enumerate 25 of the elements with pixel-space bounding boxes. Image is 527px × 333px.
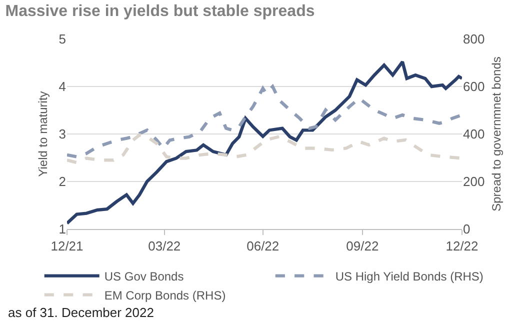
x-tick-label: 06/22 [246, 238, 280, 254]
x-tick-label: 03/22 [148, 238, 181, 254]
y-tick-label: 3 [58, 126, 66, 142]
y2-tick-label: 800 [463, 32, 485, 47]
text: as of 31. December 2022 [8, 305, 154, 320]
y2-tick-label: 0 [463, 222, 470, 237]
y-axis-title: Yield to maturity [36, 91, 50, 177]
line-series [67, 60, 462, 225]
y-tick-label: 1 [58, 222, 66, 237]
x-tick-label: 12/22 [446, 238, 478, 254]
x-tick-label: 12/21 [50, 238, 84, 254]
y-tick-label: 2 [58, 174, 66, 190]
legend-label: US Gov Bonds [104, 269, 184, 284]
y2-tick-label: 400 [463, 126, 485, 142]
line-series [67, 84, 462, 158]
legend-label: US High Yield Bonds (RHS) [335, 269, 484, 284]
y2-tick-label: 200 [463, 174, 485, 190]
y-tick-label: 4 [58, 79, 66, 94]
line-series [67, 133, 462, 164]
y2-tick-label: 600 [463, 79, 485, 94]
y2-axis-title: Spread to governmnet bonds [490, 56, 504, 212]
x-tick-label: 09/22 [346, 238, 379, 254]
legend-label: EM Corp Bonds (RHS) [104, 288, 226, 302]
y-tick-label: 5 [58, 32, 66, 47]
chart-title: Massive rise in yields but stable spreads [5, 3, 315, 20]
